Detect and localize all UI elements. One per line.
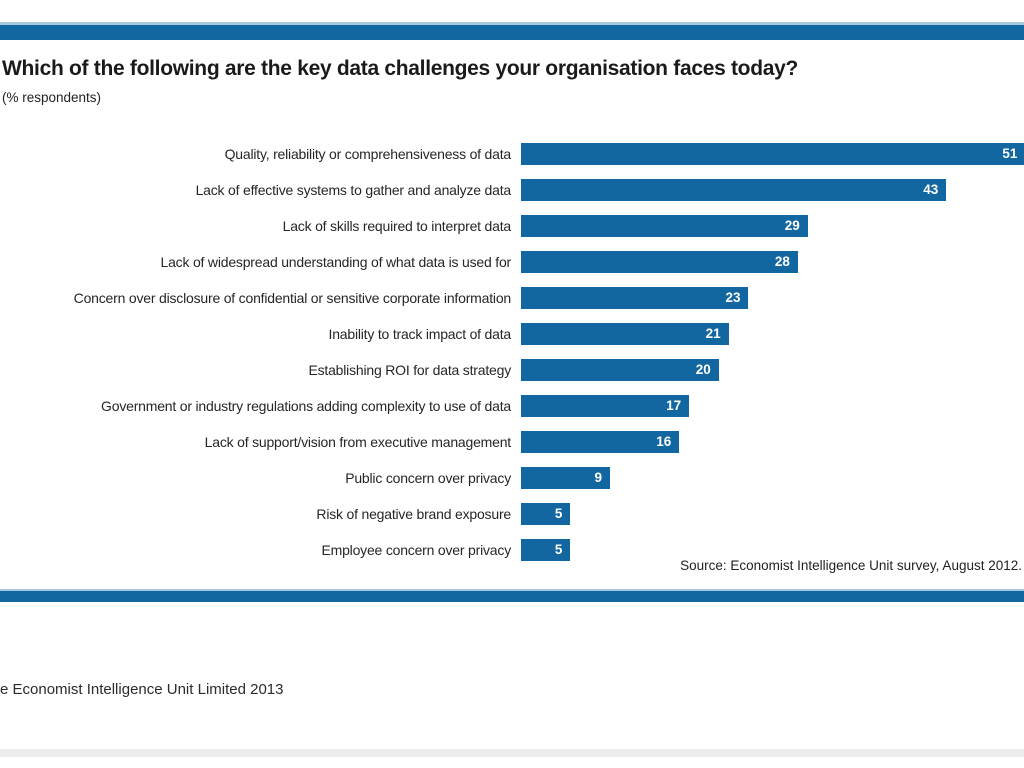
bar: 9 — [521, 467, 610, 489]
category-label: Public concern over privacy — [345, 470, 511, 486]
category-label: Concern over disclosure of confidential … — [73, 290, 512, 306]
top-divider-rule — [0, 22, 1024, 40]
bar: 21 — [521, 323, 729, 345]
bar-value-label: 23 — [725, 290, 741, 305]
category-label: Lack of effective systems to gather and … — [195, 182, 512, 198]
category-label: Inability to track impact of data — [328, 326, 512, 342]
bar-value-label: 5 — [554, 506, 563, 521]
chart-title: Which of the following are the key data … — [2, 57, 799, 80]
bar-value-label: 29 — [784, 218, 800, 233]
bar: 29 — [521, 215, 808, 237]
bar-value-label: 28 — [774, 254, 790, 269]
chart-row: Lack of effective systems to gather and … — [0, 179, 1024, 201]
chart-row: Risk of negative brand exposure 5 — [0, 503, 1024, 525]
bottom-divider-rule — [0, 589, 1024, 602]
source-note: Source: Economist Intelligence Unit surv… — [680, 558, 1022, 573]
category-label: Employee concern over privacy — [321, 542, 511, 558]
chart-subtitle: (% respondents) — [2, 90, 102, 105]
chart-row: Establishing ROI for data strategy 20 — [0, 359, 1024, 381]
bar-value-label: 21 — [705, 326, 721, 341]
chart-row: Employee concern over privacy 5 — [0, 539, 1024, 561]
bar-value-label: 9 — [594, 470, 602, 485]
chart-row: Inability to track impact of data 21 — [0, 323, 1024, 345]
bar-value-label: 16 — [656, 434, 672, 449]
category-label: Risk of negative brand exposure — [316, 506, 511, 522]
bar-value-label: 17 — [666, 398, 682, 413]
category-label: Lack of skills required to interpret dat… — [282, 218, 512, 234]
bar: 20 — [521, 359, 719, 381]
bar: 17 — [521, 395, 690, 417]
chart-row: Lack of support/vision from executive ma… — [0, 431, 1024, 453]
category-label: Lack of support/vision from executive ma… — [204, 434, 512, 450]
footer-band — [0, 749, 1024, 757]
chart-row: Lack of skills required to interpret dat… — [0, 215, 1024, 237]
category-label: Lack of widespread understanding of what… — [160, 254, 512, 270]
bar: 16 — [521, 431, 680, 453]
category-label: Government or industry regulations addin… — [101, 398, 511, 414]
bar: 28 — [521, 251, 798, 273]
bar-value-label: 20 — [695, 362, 711, 377]
bar: 5 — [521, 503, 571, 525]
bar: 5 — [521, 539, 571, 561]
category-label: Quality, reliability or comprehensivenes… — [224, 146, 512, 162]
bar-value-label: 43 — [923, 182, 939, 197]
bar: 43 — [521, 179, 947, 201]
chart-row: Government or industry regulations addin… — [0, 395, 1024, 417]
bar: 23 — [521, 287, 749, 309]
category-label: Establishing ROI for data strategy — [308, 362, 511, 378]
chart-row: Public concern over privacy 9 — [0, 467, 1024, 489]
bar: 51 — [521, 143, 1024, 165]
copyright-note: e Economist Intelligence Unit Limited 20… — [0, 681, 284, 698]
chart-row: Concern over disclosure of confidential … — [0, 287, 1024, 309]
chart-row: Quality, reliability or comprehensivenes… — [0, 143, 1024, 165]
chart-row: Lack of widespread understanding of what… — [0, 251, 1024, 273]
bar-value-label: 5 — [554, 542, 563, 557]
bar-value-label: 51 — [1002, 146, 1018, 161]
